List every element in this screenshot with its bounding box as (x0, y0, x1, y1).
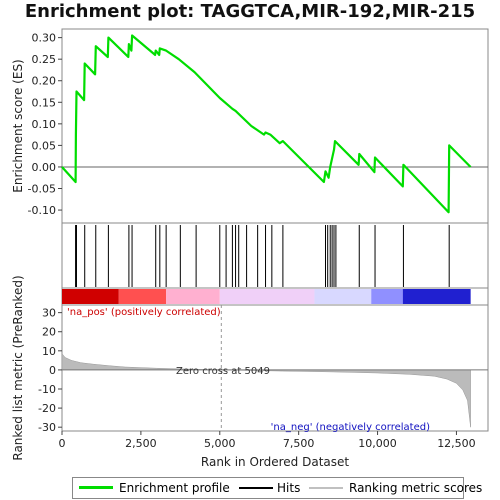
pos-corr-label: 'na_pos' (positively correlated) (67, 307, 221, 318)
heatmap-segment (314, 289, 372, 304)
heatmap-segment (371, 289, 403, 304)
metric-y-tick-label: 20 (42, 326, 56, 339)
x-tick-label: 5,000 (204, 437, 236, 450)
heatmap-segment (62, 289, 119, 304)
x-axis-label: Rank in Ordered Dataset (201, 455, 349, 469)
metric-y-tick-label: -20 (38, 402, 56, 415)
metric-y-tick-label: 30 (42, 307, 56, 320)
x-tick-label: 0 (59, 437, 66, 450)
ranking-metric-area (61, 353, 471, 428)
metric-y-label: Ranked list metric (PreRanked) (11, 275, 25, 460)
es-y-tick-label: 0.00 (32, 161, 57, 174)
x-tick-label: 12,500 (437, 437, 476, 450)
es-y-tick-label: 0.30 (32, 32, 57, 45)
heatmap-segment (402, 289, 471, 304)
enrichment-profile-line (61, 34, 472, 214)
zero-cross-label: Zero cross at 5049 (176, 366, 270, 377)
metric-y-tick-label: 0 (49, 364, 56, 377)
heatmap-segment (118, 289, 167, 304)
hits-layer (75, 225, 450, 287)
heatmap-layer (62, 289, 471, 304)
legend: Enrichment profile Hits Ranking metric s… (72, 477, 482, 499)
es-y-tick-label: -0.05 (28, 183, 56, 196)
legend-swatch-hits (239, 487, 273, 489)
es-panel (61, 28, 489, 224)
heatmap-segment (166, 289, 220, 304)
es-y-tick-label: 0.20 (32, 75, 57, 88)
es-y-tick-label: 0.10 (32, 118, 57, 131)
legend-label-enrichment: Enrichment profile (119, 481, 230, 495)
page-title: Enrichment plot: TAGGTCA,MIR-192,MIR-215 (24, 1, 476, 22)
metric-y-tick-label: -30 (38, 421, 56, 434)
es-y-tick-label: -0.10 (28, 204, 56, 217)
neg-corr-label: 'na_neg' (negatively correlated) (271, 422, 430, 433)
hits-panel (61, 222, 489, 289)
heatmap-segment (219, 289, 315, 304)
metric-y-tick-label: -10 (38, 383, 56, 396)
es-y-tick-label: 0.25 (32, 53, 57, 66)
x-tick-label: 10,000 (358, 437, 397, 450)
x-tick-label: 2,500 (125, 437, 157, 450)
legend-swatch-ranking (309, 487, 343, 489)
es-y-tick-label: 0.05 (32, 139, 57, 152)
es-y-label: Enrichment score (ES) (11, 59, 25, 192)
metric-y-tick-label: 10 (42, 345, 56, 358)
legend-swatch-enrichment (79, 486, 113, 489)
es-y-tick-label: 0.15 (32, 96, 57, 109)
es-layer: 0.30 0.25 0.20 0.15 0.10 0.05 0.00 -0.05 -0.10 (28, 32, 488, 217)
legend-label-hits: Hits (277, 481, 301, 495)
x-tick-label: 7,500 (283, 437, 315, 450)
legend-label-ranking: Ranking metric scores (349, 481, 483, 495)
